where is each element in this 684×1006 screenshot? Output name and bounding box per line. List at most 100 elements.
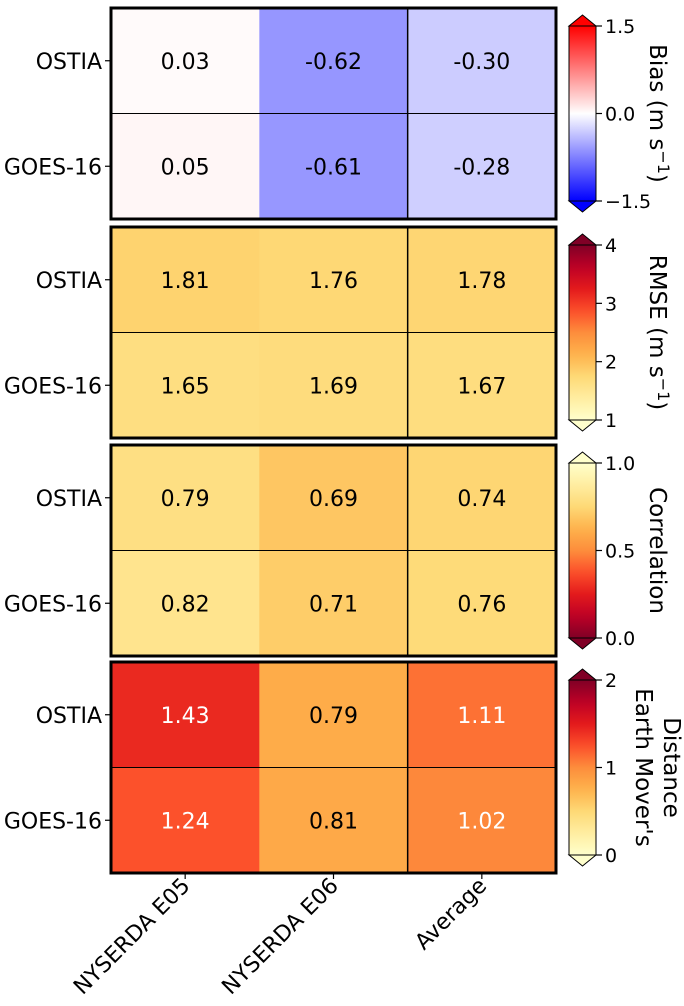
row-label: GOES-16 [4, 374, 102, 399]
heatmap-cell [259, 332, 409, 439]
heatmap-cell [407, 332, 557, 439]
colorbar-tick-label: 0 [605, 845, 617, 867]
heatmap-cell [111, 227, 260, 333]
column-label: Average [411, 874, 493, 956]
cell-label: 1.24 [161, 809, 210, 834]
heatmap-cell [111, 113, 260, 220]
heatmap-cell [111, 8, 260, 114]
cell-label: 0.05 [161, 155, 210, 180]
panel-emd: 1.43 0.79 1.11 1.24 0.81 1.02 OSTIA GOES-16 [4, 660, 558, 875]
cell-label: 0.79 [161, 487, 210, 512]
heatmap-cell [259, 113, 409, 220]
heatmap-cell [111, 767, 260, 874]
cell-label: 0.74 [457, 487, 506, 512]
heatmap-cell [259, 445, 409, 551]
cell-label: 1.02 [457, 809, 506, 834]
colorbar-tick-label: 1 [605, 410, 617, 432]
colorbar-tick-label: 0.5 [605, 541, 635, 563]
panel-frame [109, 443, 558, 658]
cell-label: -0.62 [305, 50, 362, 75]
colorbar-title: Distance [658, 717, 684, 818]
cell-label: -0.30 [453, 50, 510, 75]
colorbar-tick-label: 2 [605, 352, 617, 374]
cell-label: 0.03 [161, 50, 210, 75]
colorbar-tick-label: 2 [605, 670, 617, 692]
cell-label: 1.43 [161, 704, 210, 729]
colorbar-gradient [569, 680, 596, 855]
cell-label: 1.76 [309, 269, 358, 294]
row-label: GOES-16 [4, 809, 102, 834]
cell-label: 0.81 [309, 809, 358, 834]
colorbar-correlation: 0.0 0.5 1.0 Correlation [567, 451, 670, 650]
heatmap-cell [407, 662, 557, 768]
colorbar-tick-label: 0.0 [605, 628, 635, 650]
heatmap-cell [407, 445, 557, 551]
panel-frame [109, 6, 558, 221]
colorbar-gradient [569, 26, 596, 201]
colorbar-extend-min [567, 637, 598, 650]
colorbar-tick-label: −1.5 [605, 191, 651, 213]
panel-bias: 0.03 -0.62 -0.30 0.05 -0.61 -0.28 OSTIA GOES-16 [4, 6, 558, 221]
colorbar-emd: 0 1 2 Earth Mover's Distance [567, 668, 684, 867]
heatmap-cell [407, 113, 557, 220]
heatmap-cell [111, 332, 260, 439]
heatmap-cell [259, 550, 409, 657]
colorbar-extend-min [567, 200, 598, 213]
colorbar-title: RMSE (m s−1) [644, 255, 673, 411]
cell-label: 0.71 [309, 592, 358, 617]
colorbar-tick-label: 1.5 [605, 16, 635, 38]
heatmap-cell [259, 8, 409, 114]
row-label: OSTIA [36, 704, 102, 729]
colorbar-bias: −1.5 0.0 1.5 Bias (m s−1) [567, 14, 673, 213]
colorbar-tick-label: 3 [605, 293, 617, 315]
colorbar-gradient [569, 245, 596, 420]
colorbar-extend-min [567, 419, 598, 432]
cell-label: 1.78 [457, 269, 506, 294]
colorbar-title: Earth Mover's [630, 688, 656, 846]
heatmap-cell [259, 662, 409, 768]
cell-label: 0.76 [457, 592, 506, 617]
heatmap-cell [111, 550, 260, 657]
cell-label: 1.81 [161, 269, 210, 294]
colorbar-tick-label: 0.0 [605, 104, 635, 126]
panel-correlation: 0.79 0.69 0.74 0.82 0.71 0.76 OSTIA GOES-16 [4, 443, 558, 658]
cell-label: 1.11 [457, 704, 506, 729]
cell-label: 1.65 [161, 374, 210, 399]
heatmap-cell [111, 445, 260, 551]
column-label: NYSERDA E05 [69, 874, 195, 1000]
row-label: OSTIA [36, 50, 102, 75]
cell-label: -0.28 [453, 155, 510, 180]
colorbar-tick-label: 1.0 [605, 453, 635, 475]
cell-label: 0.79 [309, 704, 358, 729]
cell-label: 1.67 [457, 374, 506, 399]
colorbar-title: Bias (m s−1) [644, 44, 673, 183]
panel-frame [109, 225, 558, 440]
colorbar-extend-max [567, 451, 598, 464]
colorbar-gradient [569, 463, 596, 638]
cell-label: 0.82 [161, 592, 210, 617]
heatmap-cell [407, 550, 557, 657]
row-label: GOES-16 [4, 592, 102, 617]
row-label: OSTIA [36, 487, 102, 512]
panel-rmse: 1.81 1.76 1.78 1.65 1.69 1.67 OSTIA GOES-16 [4, 225, 558, 440]
cell-label: 0.69 [309, 487, 358, 512]
heatmap-cell [407, 227, 557, 333]
heatmap-cell [259, 227, 409, 333]
colorbar-extend-max [567, 14, 598, 27]
row-label: GOES-16 [4, 155, 102, 180]
heatmap-cell [259, 767, 409, 874]
row-label: OSTIA [36, 269, 102, 294]
colorbar-extend-min [567, 854, 598, 867]
column-label: NYSERDA E06 [217, 874, 343, 1000]
colorbar-title: Correlation [644, 487, 670, 614]
heatmap-cell [407, 8, 557, 114]
heatmap-cell [111, 662, 260, 768]
colorbar-tick-label: 1 [605, 758, 617, 780]
heatmap-cell [407, 767, 557, 874]
colorbar-tick-label: 4 [605, 235, 617, 257]
cell-label: -0.61 [305, 155, 362, 180]
colorbar-rmse: 1 2 3 4 RMSE (m s−1) [567, 233, 673, 432]
colorbar-extend-max [567, 668, 598, 681]
colorbar-frame [568, 244, 597, 421]
